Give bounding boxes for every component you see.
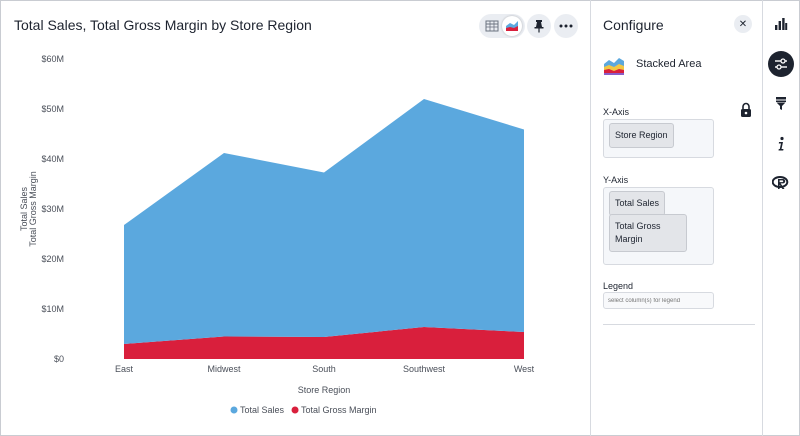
legend-swatch (291, 406, 299, 414)
rail-r-button[interactable] (768, 170, 794, 196)
y-tick-label: $20M (41, 254, 64, 264)
legend-column-input[interactable] (603, 292, 714, 309)
legend-label: Total Sales (240, 405, 285, 415)
legend-swatch (230, 406, 238, 414)
rail-configure-button[interactable] (768, 51, 794, 77)
right-rail (762, 0, 800, 436)
x-tick-label: South (312, 364, 336, 374)
divider (603, 324, 755, 325)
stacked-area-chart: $0 $10M $20M $30M $40M $50M $60M East Midwest Sou… (19, 54, 535, 415)
chart-title: Total Sales, Total Gross Margin by Store… (14, 17, 312, 33)
x-axis-title: Store Region (298, 385, 351, 395)
y-axis-label: Y-Axis (603, 175, 629, 185)
info-icon (778, 136, 784, 151)
r-icon (772, 176, 789, 189)
x-axis-drop-zone[interactable]: Store Region (603, 119, 714, 158)
y-axis-title: Total Sales (19, 186, 29, 231)
rail-filter-button[interactable] (768, 90, 794, 116)
close-configure-button[interactable]: ✕ (734, 15, 752, 33)
x-axis-column-chip[interactable]: Store Region (609, 123, 674, 148)
chart-view-icon[interactable] (502, 16, 522, 36)
lock-icon[interactable] (739, 102, 753, 118)
legend-label: Total Gross Margin (301, 405, 377, 415)
configure-icon (775, 58, 787, 70)
legend-label: Legend (603, 281, 634, 291)
pin-icon (534, 20, 544, 33)
table-view-icon[interactable] (482, 16, 502, 36)
filter-icon (776, 96, 786, 110)
configure-panel: Configure ✕ Stacked Area X-Axis Store Re… (590, 0, 762, 436)
rail-info-button[interactable] (768, 131, 794, 157)
y-tick-label: $40M (41, 154, 64, 164)
y-tick-label: $30M (41, 204, 64, 214)
bar-chart-icon (775, 18, 788, 30)
more-options-button[interactable] (554, 14, 578, 38)
more-icon (559, 24, 573, 28)
x-axis-label: X-Axis (603, 107, 630, 117)
y-axis-drop-zone[interactable]: Total Sales Total Gross Margin (603, 187, 714, 265)
configure-title: Configure (603, 17, 664, 33)
stacked-area-chart-type-icon[interactable] (603, 56, 625, 76)
y-axis-column-chip[interactable]: Total Gross Margin (609, 214, 687, 252)
x-tick-label: Southwest (403, 364, 446, 374)
pin-button[interactable] (527, 14, 551, 38)
y-axis-column-chip[interactable]: Total Sales (609, 191, 666, 216)
x-tick-label: West (514, 364, 535, 374)
y-tick-label: $0 (54, 354, 64, 364)
rail-chart-button[interactable] (768, 11, 794, 37)
y-tick-label: $60M (41, 54, 64, 64)
area-total-gross-margin (124, 327, 524, 359)
close-icon: ✕ (738, 18, 748, 30)
x-tick-label: East (115, 364, 134, 374)
area-total-sales (124, 99, 524, 344)
y-tick-label: $10M (41, 304, 64, 314)
x-tick-label: Midwest (207, 364, 241, 374)
y-tick-label: $50M (41, 104, 64, 114)
chart-type-name: Stacked Area (636, 58, 702, 70)
view-toggle[interactable] (479, 14, 525, 38)
y-axis-title: Total Gross Margin (28, 171, 38, 247)
